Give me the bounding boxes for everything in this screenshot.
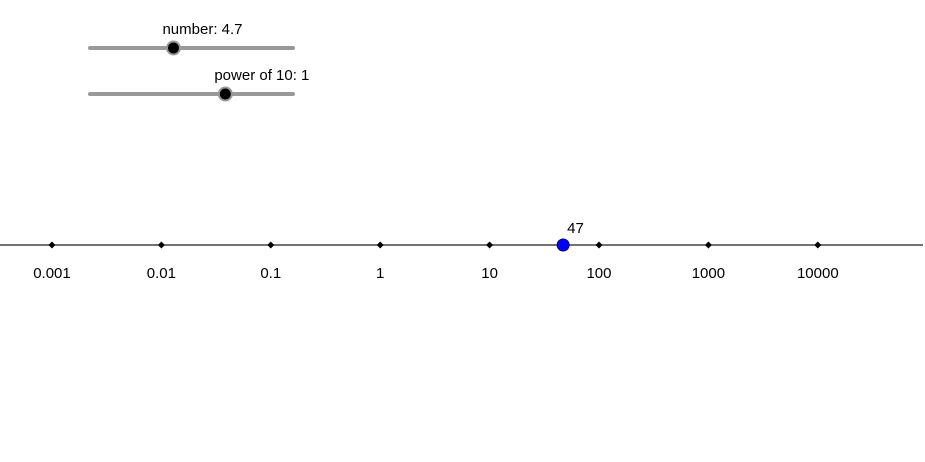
tick-label: 10000 — [797, 265, 839, 282]
tick-point — [595, 241, 603, 249]
slider-knob-center[interactable] — [167, 42, 179, 54]
slider-label: power of 10: 1 — [214, 67, 309, 84]
slider-label: number: 4.7 — [162, 21, 242, 38]
tick-label: 0.001 — [33, 265, 71, 282]
tick-label: 0.1 — [260, 265, 281, 282]
tick-label: 0.01 — [147, 265, 176, 282]
tick-label: 1 — [376, 265, 384, 282]
tick-point — [376, 241, 384, 249]
tick-point — [704, 241, 712, 249]
tick-point — [267, 241, 275, 249]
slider-knob-center[interactable] — [219, 88, 231, 100]
point-label: 47 — [567, 220, 584, 237]
tick-label: 100 — [586, 265, 611, 282]
tick-point — [814, 241, 822, 249]
tick-label: 10 — [481, 265, 498, 282]
tick-point — [157, 241, 165, 249]
tick-label: 1000 — [692, 265, 725, 282]
tick-point — [486, 241, 494, 249]
tick-point — [48, 241, 56, 249]
number-point[interactable] — [556, 238, 570, 252]
